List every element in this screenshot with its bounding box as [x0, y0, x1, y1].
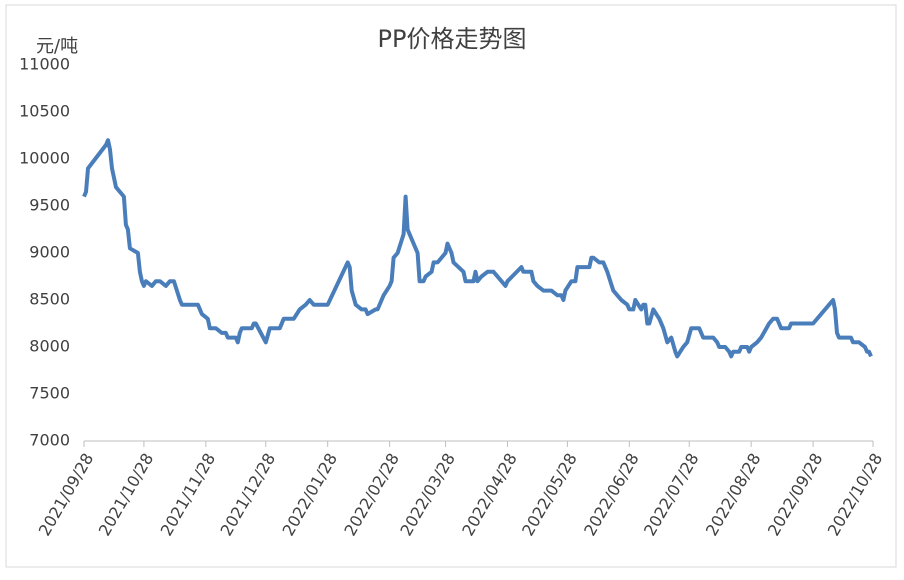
y-tick-label: 10500 — [19, 102, 70, 121]
y-tick-label: 10000 — [19, 149, 70, 168]
y-tick-label: 9500 — [29, 196, 70, 215]
y-tick-label: 8000 — [29, 337, 70, 356]
y-axis-label: 元/吨 — [36, 36, 78, 57]
y-tick-label: 7000 — [29, 431, 70, 450]
y-tick-label: 8500 — [29, 290, 70, 309]
y-tick-label: 11000 — [19, 55, 70, 74]
y-tick-label: 7500 — [29, 384, 70, 403]
y-tick-label: 9000 — [29, 243, 70, 262]
chart-title: PP价格走势图 — [378, 25, 527, 53]
price-line — [82, 138, 873, 359]
